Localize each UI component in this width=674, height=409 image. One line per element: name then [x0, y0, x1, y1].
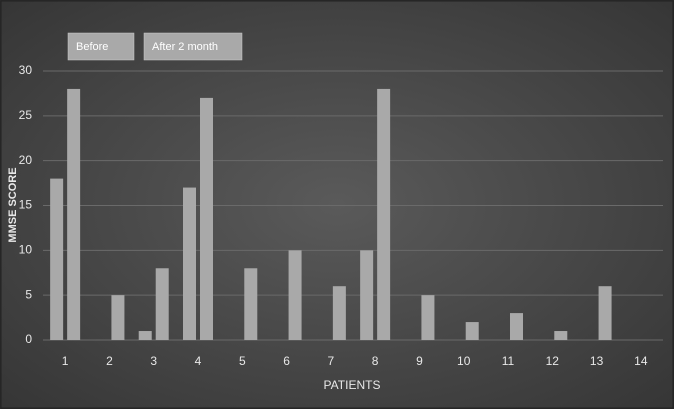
bar [377, 88, 391, 340]
x-tick-label: 14 [634, 354, 648, 368]
x-tick-label: 11 [502, 354, 515, 368]
x-tick-label: 6 [283, 354, 290, 368]
legend-swatch [67, 32, 135, 61]
bar [360, 250, 374, 340]
y-tick-label: 20 [19, 153, 33, 167]
x-tick-label: 8 [372, 354, 379, 368]
legend-swatch [143, 32, 243, 61]
y-axis-label: MMSE SCORE [7, 167, 19, 242]
x-axis-label: PATIENTS [324, 378, 381, 392]
x-tick-label: 1 [62, 354, 69, 368]
bar [421, 295, 435, 340]
y-tick-label: 30 [19, 63, 33, 77]
x-tick-label: 4 [195, 354, 202, 368]
bar [465, 322, 479, 340]
x-tick-label: 7 [328, 354, 335, 368]
bar [244, 268, 258, 340]
bar [288, 250, 302, 340]
x-tick-label: 2 [106, 354, 113, 368]
bar [200, 97, 213, 341]
bar [138, 331, 152, 340]
bar [67, 88, 81, 340]
x-tick-label: 3 [150, 354, 157, 368]
bar [183, 187, 196, 340]
legend: Before After 2 month [67, 32, 243, 61]
x-tick-label: 10 [457, 354, 471, 368]
x-tick-label: 12 [546, 354, 560, 368]
bar [50, 178, 64, 340]
x-tick-label: 9 [416, 354, 423, 368]
x-tick-label: 13 [590, 354, 604, 368]
y-tick-label: 25 [19, 108, 33, 122]
y-tick-label: 10 [19, 243, 33, 257]
y-tick-label: 0 [25, 332, 32, 346]
bar [111, 295, 125, 340]
bar [554, 331, 568, 340]
bar [598, 286, 612, 340]
legend-label: After 2 month [152, 41, 218, 53]
bar [332, 286, 346, 340]
y-tick-label: 5 [25, 287, 32, 301]
legend-label: Before [76, 41, 108, 53]
bar [510, 313, 523, 340]
bar [155, 268, 169, 340]
y-tick-label: 15 [19, 198, 33, 212]
x-tick-label: 5 [239, 354, 246, 368]
